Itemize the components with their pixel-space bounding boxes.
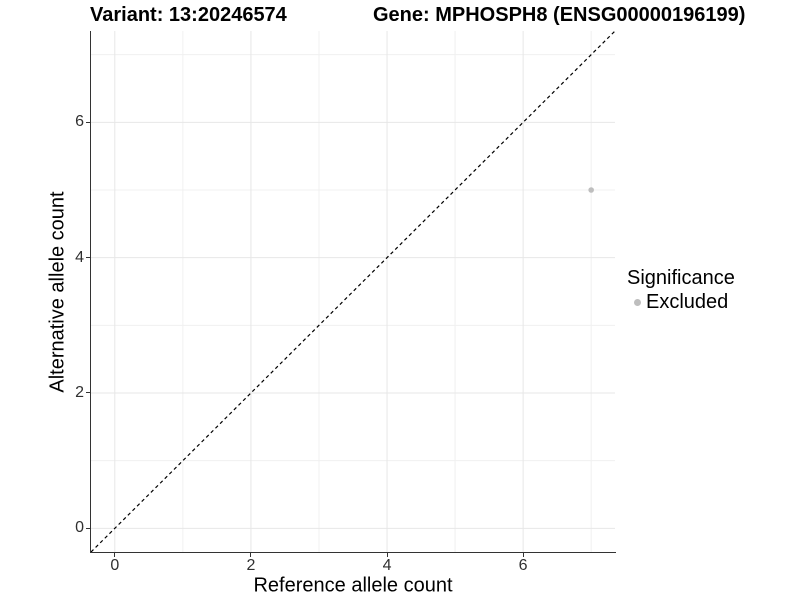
x-tick-label: 0 xyxy=(110,557,120,574)
legend-entry: Excluded xyxy=(627,290,735,314)
y-tick-mark xyxy=(86,257,90,259)
x-tick-label: 6 xyxy=(518,557,528,574)
y-axis-title: Alternative allele count xyxy=(46,191,69,393)
x-tick-mark xyxy=(114,553,116,557)
x-tick-mark xyxy=(522,553,524,557)
legend-title: Significance xyxy=(627,267,735,289)
y-axis-line xyxy=(90,31,91,553)
y-tick-label: 6 xyxy=(75,113,84,131)
y-tick-mark xyxy=(86,121,90,123)
y-tick-mark xyxy=(86,392,90,394)
y-tick-label: 4 xyxy=(75,248,84,266)
y-tick-label: 0 xyxy=(75,519,84,537)
x-tick-label: 2 xyxy=(246,557,256,574)
data-point xyxy=(588,187,594,193)
legend: Significance Excluded xyxy=(627,266,735,314)
x-tick-mark xyxy=(386,553,388,557)
y-tick-mark xyxy=(86,527,90,529)
legend-point-icon xyxy=(634,298,641,306)
plot-panel xyxy=(91,31,615,552)
variant-title: Variant: 13:20246574 xyxy=(90,4,287,26)
legend-entry-label: Excluded xyxy=(646,291,729,313)
gene-title: Gene: MPHOSPH8 (ENSG00000196199) xyxy=(373,4,746,26)
y-tick-label: 2 xyxy=(75,383,84,401)
x-axis-line xyxy=(90,552,616,553)
identity-line xyxy=(91,31,615,552)
x-axis-title: Reference allele count xyxy=(253,574,453,597)
x-tick-mark xyxy=(250,553,252,557)
x-tick-label: 4 xyxy=(382,557,392,574)
